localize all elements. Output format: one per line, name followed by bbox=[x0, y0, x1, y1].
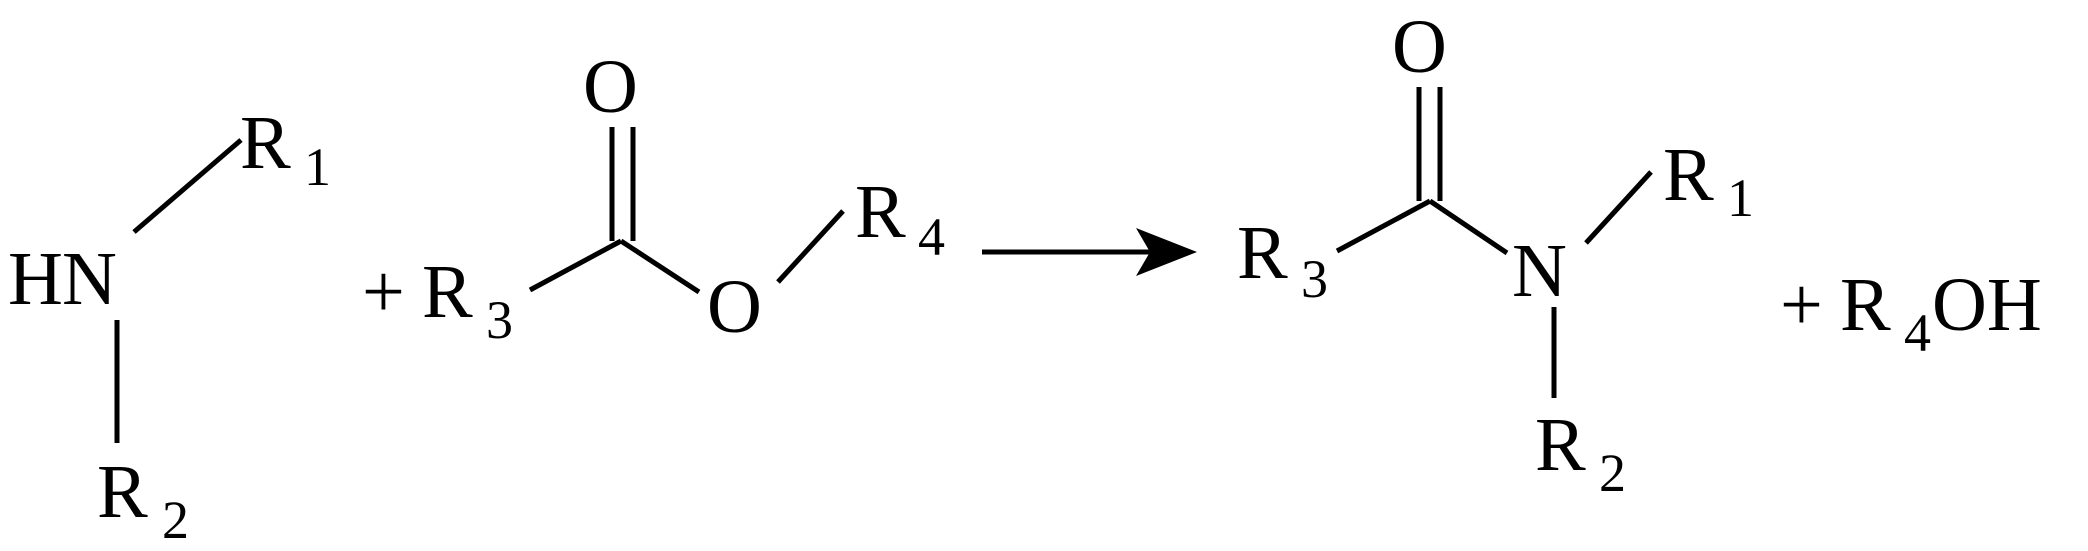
ester-reactant: + R 3 O O R 4 bbox=[362, 45, 945, 350]
amide-r3-subscript: 3 bbox=[1301, 249, 1328, 309]
amide-r3-label: R bbox=[1237, 211, 1288, 295]
amide-r1-subscript: 1 bbox=[1727, 168, 1754, 228]
ester-ether-o-atom: O bbox=[707, 265, 762, 349]
amine-r1-subscript: 1 bbox=[304, 137, 331, 197]
ester-r4-label: R bbox=[855, 170, 906, 254]
alcohol-byproduct: + R 4 OH bbox=[1780, 263, 2042, 363]
ester-o-r4-bond bbox=[776, 209, 845, 284]
amine-r1-label: R bbox=[240, 101, 291, 185]
byproduct-plus-sign: + bbox=[1780, 263, 1823, 347]
ester-plus-sign: + bbox=[362, 250, 405, 334]
ester-r3-subscript: 3 bbox=[486, 290, 513, 350]
amide-r3-c-bond bbox=[1335, 198, 1432, 254]
amide-r2-label: R bbox=[1535, 403, 1586, 487]
reaction-arrow bbox=[982, 228, 1197, 276]
amide-carbonyl-o-atom: O bbox=[1392, 5, 1447, 89]
amide-r1-label: R bbox=[1663, 133, 1714, 217]
amide-n-atom: N bbox=[1512, 229, 1567, 313]
byproduct-r4-subscript: 4 bbox=[1904, 303, 1931, 363]
ester-carbonyl-o-atom: O bbox=[583, 45, 638, 129]
byproduct-oh-group: OH bbox=[1932, 263, 2042, 347]
amide-product: R 3 O N R 1 R 2 bbox=[1237, 5, 1754, 503]
reaction-arrow-head bbox=[1136, 228, 1197, 276]
ester-r4-subscript: 4 bbox=[918, 207, 945, 267]
ester-r3-label: R bbox=[422, 250, 473, 334]
amine-h-atom: H bbox=[8, 237, 63, 321]
ester-r3-c-bond bbox=[528, 238, 623, 293]
amide-c-n-bond bbox=[1428, 198, 1509, 256]
amide-r2-subscript: 2 bbox=[1599, 443, 1626, 503]
byproduct-r4-label: R bbox=[1840, 263, 1891, 347]
amine-n-r1-bond bbox=[132, 138, 243, 234]
amine-r2-label: R bbox=[97, 450, 148, 534]
amine-r2-subscript: 2 bbox=[162, 490, 189, 550]
amine-reactant: H N R 1 R 2 bbox=[8, 101, 331, 550]
amide-n-r1-bond bbox=[1584, 170, 1653, 245]
amine-n-atom: N bbox=[62, 237, 117, 321]
ester-c-o-single-bond bbox=[619, 238, 701, 295]
